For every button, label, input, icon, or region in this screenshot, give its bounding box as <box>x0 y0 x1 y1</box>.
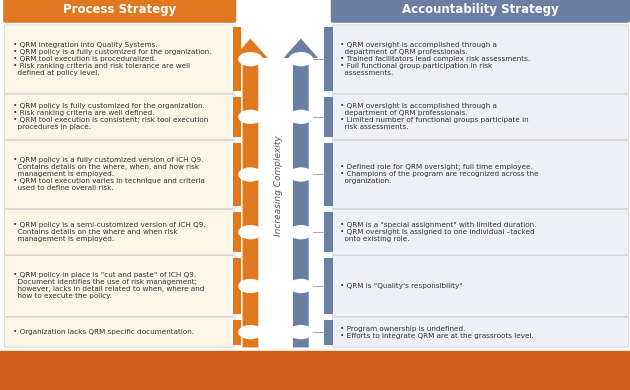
FancyBboxPatch shape <box>332 317 629 347</box>
FancyBboxPatch shape <box>3 0 236 23</box>
FancyBboxPatch shape <box>332 255 629 316</box>
Text: • QRM is "Quality's responsibility": • QRM is "Quality's responsibility" <box>340 283 463 289</box>
Text: • QRM is a "special assignment" with limited duration.
• QRM oversight is assign: • QRM is a "special assignment" with lim… <box>340 222 537 242</box>
Bar <box>233 143 241 206</box>
Bar <box>324 143 333 206</box>
FancyBboxPatch shape <box>4 317 235 347</box>
Bar <box>324 212 333 252</box>
FancyArrow shape <box>284 39 318 347</box>
Bar <box>324 97 333 137</box>
FancyBboxPatch shape <box>332 94 629 140</box>
Bar <box>233 212 241 252</box>
FancyBboxPatch shape <box>4 25 235 94</box>
Text: • Program ownership is undefined.
• Efforts to integrate QRM are at the grassroo: • Program ownership is undefined. • Effo… <box>340 326 534 339</box>
Circle shape <box>239 326 262 339</box>
Circle shape <box>290 326 312 339</box>
Bar <box>324 27 333 91</box>
Circle shape <box>290 280 312 292</box>
Text: • Defined role for QRM oversight; full time employee.
• Champions of the program: • Defined role for QRM oversight; full t… <box>340 165 539 184</box>
Text: • QRM policy is a semi-customized version of ICH Q9.
  Contains details on the w: • QRM policy is a semi-customized versio… <box>13 222 205 242</box>
Circle shape <box>239 53 262 66</box>
Text: • QRM oversight is accomplished through a
  department of QRM professionals.
• T: • QRM oversight is accomplished through … <box>340 42 530 76</box>
Circle shape <box>239 110 262 123</box>
Circle shape <box>239 280 262 292</box>
FancyArrow shape <box>233 39 268 347</box>
Text: • Organization lacks QRM specific documentation.: • Organization lacks QRM specific docume… <box>13 329 193 335</box>
Text: • QRM integration into Quality Systems.
• QRM policy is a fully customized for t: • QRM integration into Quality Systems. … <box>13 42 211 76</box>
Bar <box>233 319 241 345</box>
Bar <box>233 258 241 314</box>
Text: Figure 1. Quality Risk Management Process and Accountability Continuum: Figure 1. Quality Risk Management Proces… <box>96 367 534 378</box>
FancyBboxPatch shape <box>331 0 630 23</box>
Text: Process Strategy: Process Strategy <box>63 3 176 16</box>
Circle shape <box>290 226 312 238</box>
Bar <box>233 97 241 137</box>
Text: • QRM policy is fully customized for the organization.
• Risk ranking criteria a: • QRM policy is fully customized for the… <box>13 103 208 130</box>
FancyBboxPatch shape <box>332 140 629 209</box>
FancyBboxPatch shape <box>332 25 629 94</box>
FancyBboxPatch shape <box>4 255 235 316</box>
Bar <box>233 27 241 91</box>
FancyBboxPatch shape <box>4 209 235 255</box>
Circle shape <box>239 226 262 238</box>
Circle shape <box>290 168 312 181</box>
Bar <box>324 319 333 345</box>
Circle shape <box>290 53 312 66</box>
Text: • QRM oversight is accomplished through a
  department of QRM professionals.
• L: • QRM oversight is accomplished through … <box>340 103 529 130</box>
FancyBboxPatch shape <box>332 209 629 255</box>
Circle shape <box>239 168 262 181</box>
FancyBboxPatch shape <box>4 94 235 140</box>
Text: • QRM policy is a fully customized version of ICH Q9.
  Contains details on the : • QRM policy is a fully customized versi… <box>13 158 205 191</box>
Text: • QRM policy in place is "cut and paste" of ICH Q9.
  Document identifies the us: • QRM policy in place is "cut and paste"… <box>13 273 204 300</box>
Circle shape <box>290 110 312 123</box>
Bar <box>324 258 333 314</box>
FancyBboxPatch shape <box>4 140 235 209</box>
Text: Accountability Strategy: Accountability Strategy <box>402 3 559 16</box>
Text: Increasing Complexity: Increasing Complexity <box>274 136 284 236</box>
